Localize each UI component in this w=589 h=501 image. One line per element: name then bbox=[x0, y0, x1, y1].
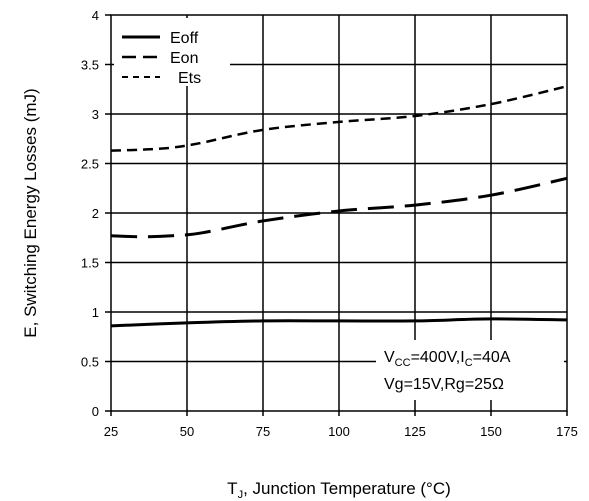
x-axis-title-main: T bbox=[227, 479, 237, 498]
y-tick-label: 0 bbox=[92, 404, 99, 419]
series-line-eon bbox=[110, 176, 568, 239]
x-axis-title: TJ, Junction Temperature (°C) bbox=[227, 479, 451, 501]
annotation-c-subscript: C bbox=[465, 357, 473, 369]
annotation-line-2: Vg=15V,Rg=25Ω bbox=[384, 376, 504, 393]
x-tick-label: 175 bbox=[556, 424, 578, 439]
y-tick-label: 1.5 bbox=[81, 256, 99, 271]
ticks: 25 50 75 100 125 150 175 0 0.5 1 1.5 2 2.5 3 3.5 4 bbox=[81, 8, 578, 439]
y-tick-label: 3.5 bbox=[81, 58, 99, 73]
test-conditions-annotation: VCC=400V,IC=40A Vg=15V,Rg=25Ω bbox=[376, 340, 564, 400]
annotation-line-1: VCC=400V,IC=40A bbox=[384, 349, 511, 369]
x-tick-label: 75 bbox=[256, 424, 270, 439]
y-tick-label: 2 bbox=[92, 206, 99, 221]
annotation-v: V bbox=[384, 349, 395, 366]
y-tick-label: 2.5 bbox=[81, 157, 99, 172]
series-line-eoff bbox=[110, 317, 568, 328]
y-tick-label: 3 bbox=[92, 107, 99, 122]
x-tick-label: 100 bbox=[328, 424, 350, 439]
legend: Eoff Eon Ets bbox=[114, 18, 230, 87]
annotation-eq1: =400V,I bbox=[411, 349, 465, 366]
y-tick-label: 1 bbox=[92, 305, 99, 320]
series-line-ets bbox=[110, 85, 568, 152]
annotation-eq2: =40A bbox=[473, 349, 511, 366]
series-group bbox=[110, 85, 568, 328]
x-tick-label: 50 bbox=[180, 424, 194, 439]
y-tick-label: 0.5 bbox=[81, 355, 99, 370]
x-tick-label: 150 bbox=[480, 424, 502, 439]
y-axis-title: E, Switching Energy Losses (mJ) bbox=[21, 88, 40, 337]
y-tick-label: 4 bbox=[92, 8, 99, 23]
grid bbox=[111, 15, 567, 411]
annotation-cc-subscript: CC bbox=[395, 357, 411, 369]
legend-label-eon: Eon bbox=[170, 50, 198, 67]
legend-label-ets: Ets bbox=[178, 70, 201, 87]
legend-label-eoff: Eoff bbox=[170, 30, 199, 47]
legend-box bbox=[114, 18, 230, 86]
x-axis-title-rest: , Junction Temperature (°C) bbox=[243, 479, 451, 498]
x-axis-title-subscript: J bbox=[238, 489, 244, 501]
x-tick-label: 125 bbox=[404, 424, 426, 439]
annotation-box bbox=[376, 340, 564, 400]
x-tick-label: 25 bbox=[104, 424, 118, 439]
